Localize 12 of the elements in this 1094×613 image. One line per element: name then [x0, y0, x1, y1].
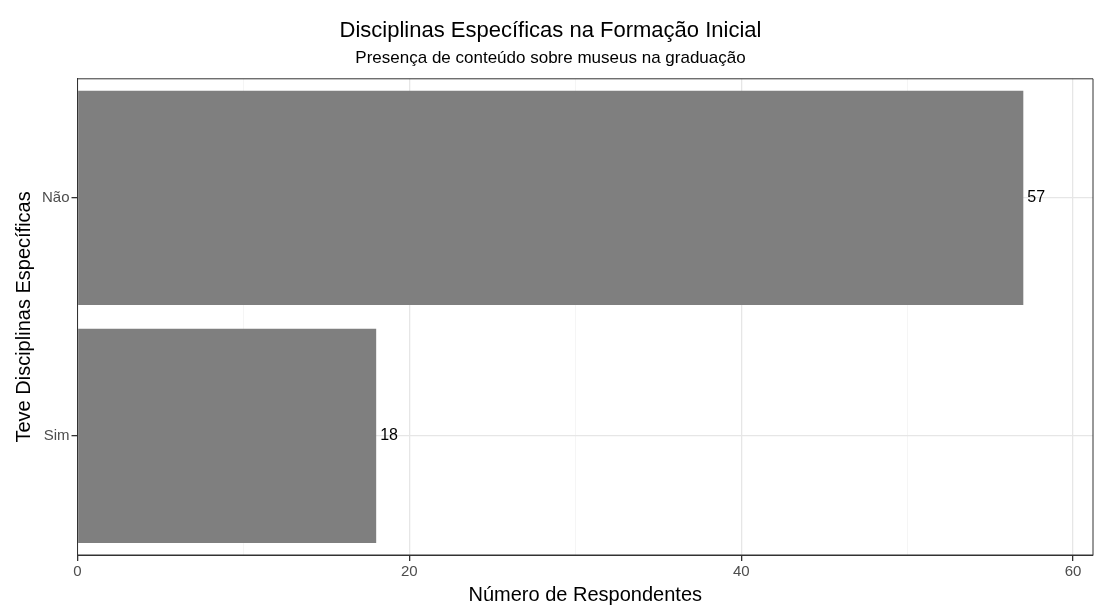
x-axis-title: Número de Respondentes [468, 582, 702, 605]
y-axis-title: Teve Disciplinas Específicas [11, 191, 34, 443]
x-tick-label: 20 [401, 562, 418, 580]
data-label: 18 [380, 426, 399, 444]
chart-title: Disciplinas Específicas na Formação Inicial [339, 17, 762, 43]
y-tick-label: Não [41, 187, 70, 205]
chart-subtitle: Presença de conteúdo sobre museus na graduação [355, 48, 746, 68]
data-label: 57 [1027, 188, 1046, 206]
y-tick-label: Sim [43, 426, 70, 444]
x-tick-label: 60 [1064, 562, 1082, 580]
x-tick-label: 40 [732, 562, 750, 580]
x-tick-label: 0 [73, 562, 82, 580]
